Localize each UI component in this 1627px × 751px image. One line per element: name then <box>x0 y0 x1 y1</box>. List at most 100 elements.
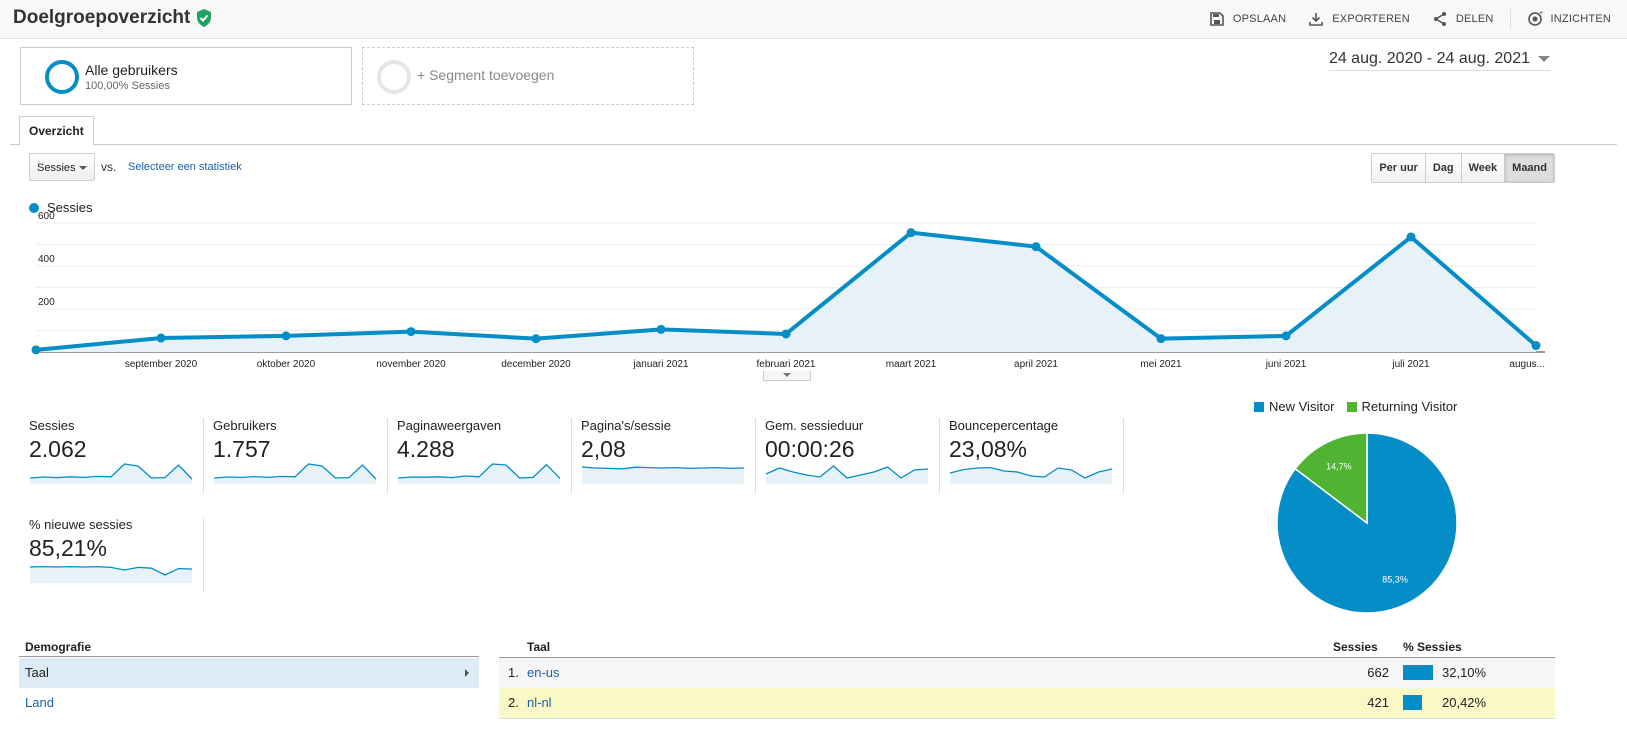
granularity-month-button[interactable]: Maand <box>1504 154 1554 182</box>
download-icon <box>1309 13 1324 26</box>
metric-sparkline <box>397 463 561 484</box>
legend-returning-label: Returning Visitor <box>1361 399 1458 414</box>
segment-all-users[interactable]: Alle gebruikers 100,00% Sessies <box>20 47 352 105</box>
add-segment-button[interactable]: + Segment toevoegen <box>362 47 694 105</box>
metric-value: 2.062 <box>29 436 87 462</box>
table-header: Taal Sessies % Sessies <box>499 640 1555 658</box>
data-point <box>156 333 166 343</box>
x-tick-label: januari 2021 <box>632 359 688 370</box>
demographics-divider <box>19 656 479 657</box>
sparkline-line <box>29 463 193 480</box>
date-range-picker[interactable]: 24 aug. 2020 - 24 aug. 2021 <box>1328 50 1550 71</box>
data-point <box>1156 334 1166 344</box>
save-label: OPSLAAN <box>1232 13 1287 25</box>
demographics-item-language[interactable]: Taal <box>19 658 479 688</box>
row-number: 1. <box>508 665 519 680</box>
pie-slice-label: 14,7% <box>1326 462 1352 472</box>
sparkline-area <box>30 566 192 583</box>
metric-select-value: Sessies <box>37 162 76 174</box>
export-button[interactable]: EXPORTEREN <box>1308 11 1410 27</box>
pie-slice-label: 85,3% <box>1382 574 1408 584</box>
pie-legend-new[interactable]: New Visitor <box>1254 399 1335 414</box>
share-button[interactable]: DELEN <box>1432 11 1494 27</box>
metric-value: 1.757 <box>213 436 271 462</box>
data-point <box>906 228 916 238</box>
x-tick-label: oktober 2020 <box>257 359 316 370</box>
save-button[interactable]: OPSLAAN <box>1209 11 1286 27</box>
data-point <box>406 327 416 337</box>
metric-value: 2,08 <box>581 436 626 462</box>
metric-sparkline <box>581 466 745 484</box>
granularity-hour-button[interactable]: Per uur <box>1372 154 1425 182</box>
legend-dot <box>29 202 39 213</box>
x-tick-label: februari 2021 <box>757 359 816 370</box>
metric-name: Gem. sessieduur <box>765 418 864 433</box>
row-sessions: 662 <box>1367 665 1389 680</box>
granularity-day-button[interactable]: Dag <box>1424 154 1461 182</box>
legend-swatch <box>1346 401 1357 412</box>
y-tick-label: 200 <box>38 297 55 308</box>
granularity-week-button[interactable]: Week <box>1460 154 1505 182</box>
metric-card[interactable]: Gem. sessieduur 00:00:26 <box>756 418 940 493</box>
metric-card[interactable]: Paginaweergaven 4.288 <box>388 418 572 493</box>
data-point <box>781 329 791 339</box>
header-divider <box>1509 9 1511 29</box>
insights-button[interactable]: INZICHTEN <box>1527 11 1611 27</box>
pie-legend: New Visitor Returning Visitor <box>1254 399 1457 414</box>
demographics-heading: Demografie <box>25 640 92 654</box>
pie-legend-returning[interactable]: Returning Visitor <box>1346 399 1458 414</box>
metric-select[interactable]: Sessies <box>29 153 95 181</box>
tab-overview[interactable]: Overzicht <box>19 116 94 146</box>
demographics-item-label: Taal <box>25 665 49 680</box>
metric-card[interactable]: Sessies 2.062 <box>20 418 204 493</box>
table-row: 2. nl-nl 421 20,42% <box>499 688 1555 719</box>
empty-segment-ring-icon <box>377 60 411 94</box>
sparkline-line <box>581 466 745 470</box>
chart-resize-handle[interactable] <box>763 371 811 381</box>
sparkline-line <box>29 565 193 576</box>
table-row: 1. en-us 662 32,10% <box>499 658 1555 689</box>
x-tick-label: november 2020 <box>376 359 446 370</box>
demographics-item-country[interactable]: Land <box>25 695 54 710</box>
data-point <box>1406 232 1416 242</box>
sparkline-line <box>765 465 929 479</box>
vs-label: vs. <box>101 160 117 174</box>
save-icon <box>1210 12 1224 26</box>
row-sessions: 421 <box>1367 695 1389 710</box>
share-icon <box>1433 12 1446 26</box>
metric-name: Sessies <box>29 418 75 433</box>
segment-sub: 100,00% Sessies <box>85 80 170 92</box>
sparkline-line <box>949 466 1113 479</box>
sparkline-area <box>582 467 744 484</box>
row-language-link[interactable]: en-us <box>527 665 560 680</box>
y-tick-label: 400 <box>38 254 55 265</box>
y-tick-label: 600 <box>38 211 55 222</box>
metric-card[interactable]: Pagina's/sessie 2,08 <box>572 418 756 493</box>
metric-card[interactable]: Gebruikers 1.757 <box>204 418 388 493</box>
metric-value: 23,08% <box>949 436 1028 462</box>
sparkline-area <box>30 464 192 484</box>
segment-ring-icon <box>45 60 79 94</box>
metric-name: Bouncepercentage <box>949 418 1059 433</box>
verified-shield-icon <box>197 9 212 27</box>
metric-name: Gebruikers <box>213 418 277 433</box>
metric-name: % nieuwe sessies <box>29 517 133 532</box>
chevron-down-icon <box>79 166 87 170</box>
row-language-link[interactable]: nl-nl <box>527 695 552 710</box>
column-header-sessions[interactable]: Sessies <box>1333 640 1378 654</box>
metric-card[interactable]: Bouncepercentage 23,08% <box>940 418 1124 493</box>
chevron-down-icon <box>1538 56 1550 62</box>
legend-new-label: New Visitor <box>1269 399 1335 414</box>
metric-card[interactable]: % nieuwe sessies 85,21% <box>20 517 204 592</box>
legend-swatch <box>1254 401 1264 412</box>
row-pct: 20,42% <box>1442 695 1487 710</box>
row-pct-bar <box>1403 695 1422 710</box>
insights-label: INZICHTEN <box>1550 13 1611 25</box>
x-tick-label: april 2021 <box>1014 359 1058 370</box>
metric-sparkline <box>949 466 1113 484</box>
row-pct-bar <box>1403 665 1433 680</box>
column-header-language: Taal <box>527 640 551 654</box>
select-statistic-link[interactable]: Selecteer een statistiek <box>128 161 242 173</box>
metric-sparkline <box>29 565 193 583</box>
x-tick-label: december 2020 <box>501 359 571 370</box>
